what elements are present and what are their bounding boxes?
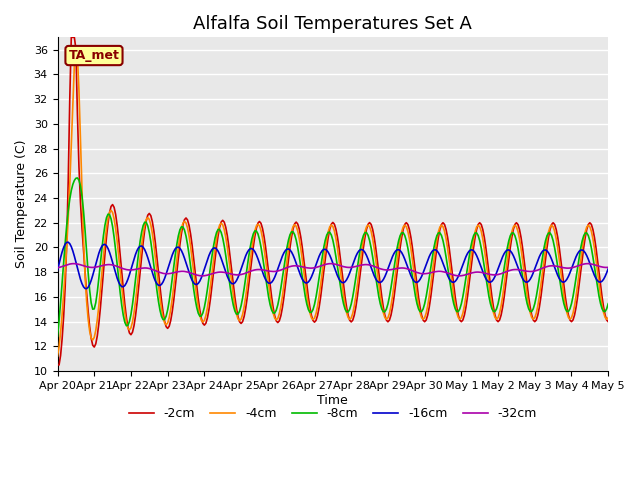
-2cm — [387, 312, 395, 318]
-2cm — [399, 227, 407, 232]
-16cm — [54, 267, 61, 273]
-4cm — [604, 315, 612, 321]
-32cm — [199, 273, 207, 279]
-4cm — [399, 224, 407, 230]
-4cm — [369, 236, 376, 241]
-8cm — [369, 254, 376, 260]
-32cm — [540, 264, 548, 270]
-32cm — [69, 261, 77, 266]
-16cm — [388, 253, 396, 259]
Line: -2cm: -2cm — [58, 37, 608, 365]
-8cm — [604, 301, 612, 307]
-8cm — [387, 285, 395, 290]
-4cm — [54, 353, 61, 359]
-16cm — [371, 273, 378, 278]
-8cm — [54, 333, 61, 339]
-16cm — [83, 286, 90, 291]
-2cm — [539, 282, 547, 288]
Line: -16cm: -16cm — [58, 242, 608, 288]
-16cm — [159, 279, 167, 285]
-16cm — [540, 247, 548, 253]
-32cm — [157, 270, 165, 276]
-16cm — [604, 266, 612, 272]
-8cm — [157, 313, 165, 319]
Legend: -2cm, -4cm, -8cm, -16cm, -32cm: -2cm, -4cm, -8cm, -16cm, -32cm — [124, 402, 542, 425]
-16cm — [70, 253, 78, 259]
-4cm — [387, 303, 395, 309]
Text: TA_met: TA_met — [68, 49, 120, 62]
-16cm — [65, 240, 72, 245]
Line: -32cm: -32cm — [58, 264, 608, 276]
Title: Alfalfa Soil Temperatures Set A: Alfalfa Soil Temperatures Set A — [193, 15, 472, 33]
-4cm — [72, 45, 80, 50]
Y-axis label: Soil Temperature (C): Soil Temperature (C) — [15, 140, 28, 268]
Line: -4cm: -4cm — [58, 48, 608, 356]
-32cm — [70, 261, 78, 266]
-32cm — [54, 265, 61, 271]
Line: -8cm: -8cm — [58, 178, 608, 336]
-16cm — [401, 256, 408, 262]
-2cm — [604, 319, 612, 324]
-2cm — [157, 298, 165, 303]
-2cm — [70, 35, 78, 40]
-2cm — [54, 362, 61, 368]
-4cm — [539, 270, 547, 276]
-32cm — [604, 264, 612, 270]
-4cm — [69, 99, 77, 105]
-32cm — [371, 264, 378, 269]
-4cm — [157, 306, 165, 312]
X-axis label: Time: Time — [317, 394, 348, 407]
-32cm — [388, 266, 396, 272]
-8cm — [69, 181, 77, 187]
-2cm — [67, 35, 75, 40]
-8cm — [539, 254, 547, 260]
-8cm — [74, 175, 81, 181]
-32cm — [401, 265, 408, 271]
-2cm — [369, 227, 376, 232]
-8cm — [399, 230, 407, 236]
